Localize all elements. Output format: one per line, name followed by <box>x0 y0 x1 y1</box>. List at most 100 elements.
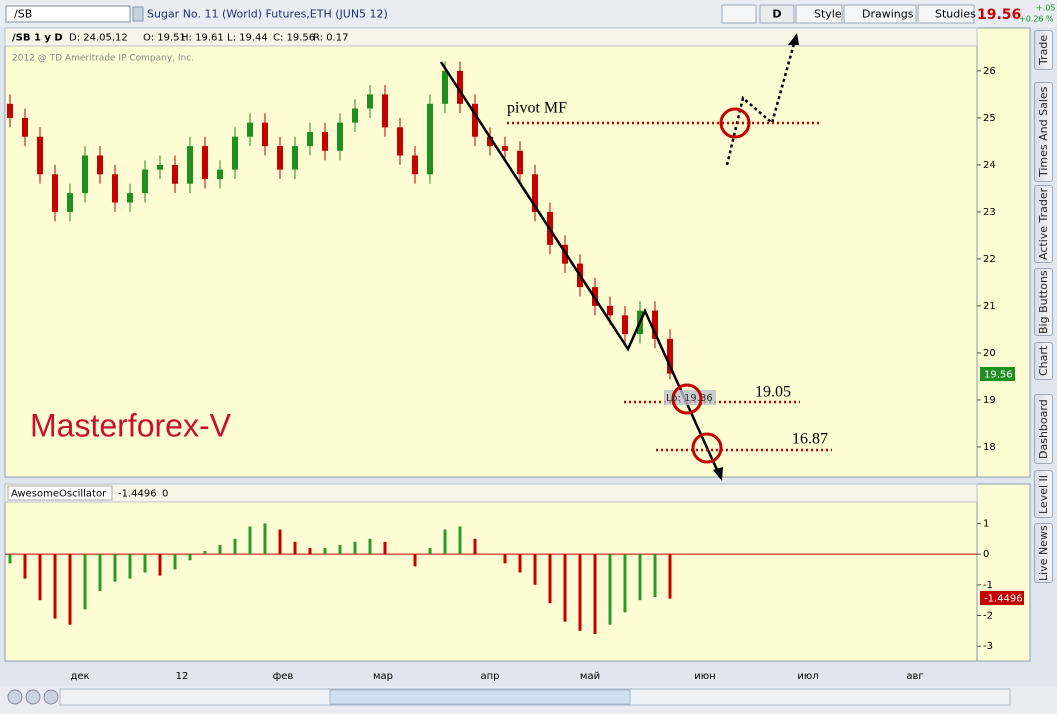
style-label: Style <box>814 8 842 21</box>
osc-bar <box>188 554 192 561</box>
candle-body <box>607 305 613 316</box>
y-tick-label: 1 <box>983 518 989 529</box>
candle-body <box>67 193 73 212</box>
osc-bar <box>593 554 597 634</box>
symbol-icon[interactable] <box>132 6 144 22</box>
price-tag: 19.56 <box>984 370 1013 381</box>
symbol: /SB <box>14 8 32 21</box>
copyright: 2012 @ TD Ameritrade IP Company, Inc. <box>12 54 194 64</box>
zoom-button[interactable] <box>43 689 59 705</box>
last-price: 19.56 <box>977 7 1021 23</box>
osc-bar <box>128 554 132 579</box>
osc-bar <box>383 541 387 555</box>
info-item: /SB 1 y D <box>12 33 63 44</box>
side-tab[interactable]: Trade <box>1034 30 1053 70</box>
drawings-button[interactable] <box>843 4 917 24</box>
candle-body <box>37 136 43 175</box>
x-tick-label: май <box>580 671 600 682</box>
oscillator-chart: -3 -2 -1 0 1 <box>5 518 993 652</box>
drawings <box>439 33 832 481</box>
low-tag: Lo: 19.36 <box>666 393 713 404</box>
osc-bar <box>443 529 447 555</box>
osc-bar <box>413 554 417 567</box>
info-item: H: 19.61 <box>181 33 224 44</box>
watermark: Masterforex-V <box>30 407 232 443</box>
oscillator-panel <box>4 483 978 662</box>
zoom-button[interactable] <box>7 689 23 705</box>
osc-bar <box>503 554 507 564</box>
osc-bar <box>38 554 42 601</box>
arrow-head <box>713 467 723 481</box>
candle-body <box>457 70 463 104</box>
study-zero: 0 <box>162 489 168 500</box>
tool-button[interactable] <box>721 4 757 24</box>
side-tab[interactable]: Active Trader <box>1034 185 1053 263</box>
y-tick-label: 21 <box>983 301 996 312</box>
style-button[interactable] <box>795 4 843 24</box>
osc-bar <box>458 526 462 555</box>
osc-bar <box>278 529 282 555</box>
scroll-thumb[interactable] <box>329 689 631 705</box>
y-tick-label: 23 <box>983 207 996 218</box>
candle-body <box>442 70 448 104</box>
side-tab[interactable]: Chart <box>1034 342 1053 380</box>
osc-bar <box>608 554 612 625</box>
candle-body <box>232 136 238 170</box>
level-label: 19.05 <box>755 384 791 401</box>
price-tag-box <box>980 367 1015 381</box>
side-tab[interactable]: Live News <box>1034 523 1053 583</box>
studies-button[interactable] <box>917 4 975 24</box>
y-tick-label: 0 <box>983 549 989 560</box>
osc-bar <box>323 547 327 555</box>
osc-bar <box>428 547 432 555</box>
candle-body <box>157 164 163 170</box>
osc-bar <box>98 554 102 591</box>
candle-body <box>142 169 148 194</box>
osc-bar <box>578 554 582 631</box>
x-tick-label: фев <box>273 671 294 682</box>
candle-body <box>352 108 358 123</box>
info-item: O: 19.51 <box>143 33 186 44</box>
symbol-box[interactable] <box>5 5 131 23</box>
candle-body <box>487 136 493 147</box>
y-tick-label: 18 <box>983 442 996 453</box>
osc-bar <box>263 523 267 555</box>
y-tick-label: -1 <box>983 580 993 591</box>
period-button[interactable] <box>759 4 795 24</box>
price-axis <box>976 27 1031 478</box>
osc-tag-box <box>980 591 1024 605</box>
y-tick-label: -3 <box>983 641 993 652</box>
candle-body <box>622 315 628 335</box>
low-tag-box <box>664 390 716 405</box>
osc-bar <box>653 554 657 598</box>
circle-mark <box>691 432 723 464</box>
osc-bar <box>203 551 207 555</box>
x-tick-label: авг <box>906 671 923 682</box>
study-title: AwesomeOscillator <box>11 489 107 500</box>
candle-body <box>517 150 523 175</box>
side-tab[interactable]: Dashboard <box>1034 394 1053 464</box>
osc-bar <box>218 544 222 555</box>
candle-body <box>187 146 193 184</box>
period: D <box>772 8 781 21</box>
side-tab[interactable]: Big Buttons <box>1034 268 1053 336</box>
description: Sugar No. 11 (World) Futures,ETH (JUN5 1… <box>147 8 388 21</box>
side-tab[interactable]: Level II <box>1034 470 1053 518</box>
y-tick-label: 24 <box>983 160 996 171</box>
candle-body <box>322 132 328 151</box>
side-tab[interactable]: Times And Sales <box>1034 82 1053 182</box>
y-tick-label: 25 <box>983 113 996 124</box>
zoom-button[interactable] <box>25 689 41 705</box>
circle-mark <box>719 107 751 139</box>
oscillator-header <box>4 483 978 503</box>
x-tick-label: 12 <box>176 671 189 682</box>
candle-body <box>172 164 178 184</box>
oscillator-axis <box>976 483 1031 662</box>
candle-body <box>277 146 283 170</box>
time-axis: дек 12 фев мар апр май июн июл авг <box>70 671 923 682</box>
osc-bar <box>83 554 87 610</box>
candle-body <box>427 103 433 175</box>
projection-line <box>725 39 797 166</box>
